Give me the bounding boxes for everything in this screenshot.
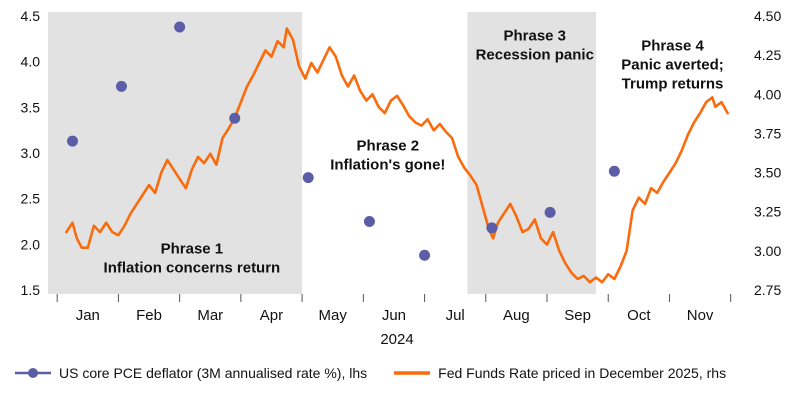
fed-funds-line: [65, 27, 729, 284]
fed-funds-legend-marker-icon: [394, 371, 431, 375]
chart-container: Jan Feb Mar Apr May Jun Jul Aug Sep Oct Nov 2024 1.5…: [0, 8, 800, 381]
pce-deflator-legend-label: US core PCE deflator (3M annualised rate…: [59, 365, 368, 381]
x-axis-label: Oct: [627, 307, 651, 324]
x-axis-label: Aug: [503, 307, 530, 324]
right-axis-tick-label: 4.25: [754, 47, 781, 63]
pce-data-point: [302, 172, 314, 184]
right-axis-tick-label: 3.00: [754, 243, 781, 259]
pce-data-point: [419, 249, 431, 261]
left-axis-tick-label: 4.5: [21, 8, 41, 24]
x-axis-label: Mar: [197, 307, 223, 324]
pce-data-point: [486, 222, 498, 234]
right-axis-tick-label: 2.75: [754, 282, 781, 298]
right-axis-tick-label: 3.75: [754, 125, 781, 141]
x-axis-label: Nov: [687, 307, 714, 324]
pce-data-point: [363, 216, 375, 227]
right-axis-tick-label: 4.50: [754, 8, 781, 24]
x-axis-label: May: [319, 307, 348, 324]
left-axis-tick-label: 2.5: [21, 191, 41, 207]
legend-item-fed-funds: Fed Funds Rate priced in December 2025, …: [393, 365, 726, 381]
x-axis-label: Apr: [260, 307, 283, 324]
chart-canvas: Jan Feb Mar Apr May Jun Jul Aug Sep Oct Nov 2024 1.5…: [21, 8, 782, 348]
chart-legend: US core PCE deflator (3M annualised rate…: [0, 365, 800, 381]
phase-annotation: Phrase 1 Inflation concerns return: [104, 241, 281, 277]
x-axis-label: Jan: [76, 307, 100, 324]
legend-item-pce-deflator: US core PCE deflator (3M annualised rate…: [14, 365, 367, 381]
phase-annotation: Phrase 2 Inflation's gone!: [330, 137, 445, 173]
right-axis-tick-label: 4.00: [754, 86, 781, 102]
x-axis-label: Sep: [564, 307, 591, 324]
x-axis-year-label: 2024: [380, 331, 413, 348]
x-axis-label: Jun: [382, 307, 406, 324]
shaded-region: [467, 12, 596, 294]
right-axis-tick-label: 3.50: [754, 165, 781, 181]
pce-data-point: [174, 21, 186, 33]
pce-deflator-legend-marker-icon: [15, 368, 51, 378]
fed-funds-legend-label: Fed Funds Rate priced in December 2025, …: [438, 365, 727, 381]
left-axis-tick-label: 2.0: [21, 236, 41, 252]
pce-data-point: [229, 112, 241, 124]
right-axis-tick-label: 3.25: [754, 204, 781, 220]
left-axis-tick-label: 1.5: [21, 282, 41, 298]
pce-data-point: [608, 165, 620, 177]
x-axis-label: Jul: [446, 307, 465, 324]
phase-annotation: Phrase 3 Recession panic: [476, 28, 594, 64]
pce-data-point: [544, 206, 556, 218]
left-axis-tick-label: 3.5: [21, 99, 41, 115]
left-axis-tick-label: 3.0: [21, 145, 41, 161]
pce-data-point: [66, 135, 78, 147]
x-axis-label: Feb: [136, 307, 162, 324]
left-axis-tick-label: 4.0: [21, 54, 41, 70]
pce-data-point: [115, 80, 127, 92]
phase-annotation: Phrase 4 Panic averted; Trump returns: [621, 37, 724, 92]
